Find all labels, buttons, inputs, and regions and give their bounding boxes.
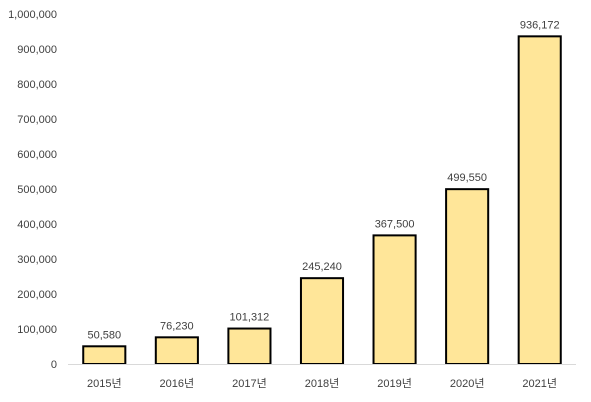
bar-2019년 [372, 234, 417, 365]
x-axis: 2015년 2016년 2017년 2018년 2019년 2020년 2021년 [68, 364, 576, 390]
x-tick-label: 2020년 [450, 377, 485, 390]
y-tick-label: 100,000 [17, 324, 57, 336]
data-label: 245,240 [302, 261, 342, 273]
y-tick-label: 900,000 [17, 44, 57, 56]
data-label: 76,230 [160, 320, 194, 332]
y-tick-label: 700,000 [17, 114, 57, 126]
y-tick-label: 800,000 [17, 79, 57, 91]
bar-2015년 [82, 345, 127, 365]
y-tick-label: 500,000 [17, 184, 57, 196]
data-label: 101,312 [230, 312, 270, 324]
x-tick-label: 2019년 [377, 377, 412, 390]
x-tick-label: 2017년 [232, 377, 267, 390]
data-label: 367,500 [375, 218, 415, 230]
y-axis: 0 100,000 200,000 300,000 400,000 500,000 600,… [8, 9, 57, 371]
y-tick-label: 600,000 [17, 149, 57, 161]
x-tick-label: 2021년 [522, 377, 557, 390]
bar-2016년 [154, 336, 199, 365]
data-label: 936,172 [520, 19, 560, 31]
bar-2018년 [299, 277, 345, 365]
data-label: 499,550 [447, 172, 487, 184]
bar-2017년 [227, 327, 272, 366]
y-tick-label: 200,000 [17, 289, 57, 301]
x-tick-label: 2015년 [87, 377, 122, 390]
x-tick-label: 2016년 [160, 377, 195, 390]
x-tick-label: 2018년 [305, 377, 340, 390]
data-label: 50,580 [87, 329, 121, 341]
bars: 50,580 76,230 101,312 245,240 367,500 499,550… [82, 19, 562, 366]
y-tick-label: 1,000,000 [8, 9, 57, 21]
y-tick-label: 300,000 [17, 254, 57, 266]
bar-2021년 [517, 35, 562, 365]
y-tick-label: 0 [51, 359, 57, 371]
y-tick-label: 400,000 [17, 219, 57, 231]
bar-2020년 [445, 188, 490, 365]
